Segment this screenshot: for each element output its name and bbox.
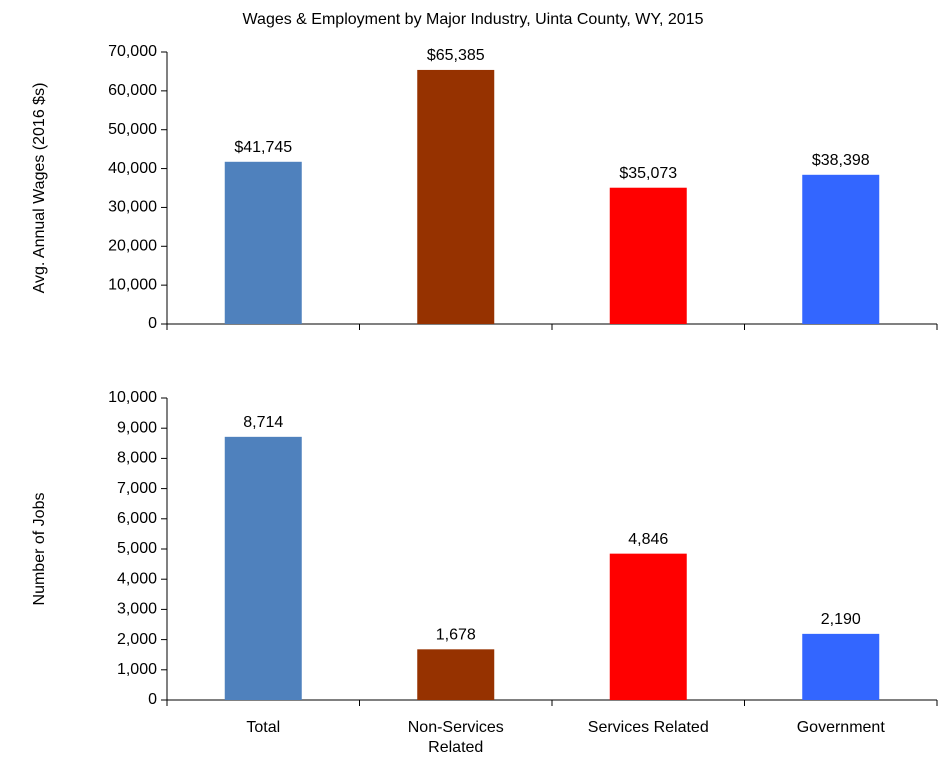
y-tick-label: 0 — [148, 315, 157, 332]
y-tick-label: 2,000 — [117, 631, 157, 648]
x-tick-label: Services Related — [587, 719, 709, 736]
bar — [417, 649, 495, 700]
y-tick-label: 3,000 — [117, 601, 157, 618]
data-label: 1,678 — [436, 627, 476, 644]
y-tick-label: 30,000 — [108, 199, 157, 216]
y-tick-label: 1,000 — [117, 661, 157, 678]
x-tick-label: Total — [246, 719, 281, 736]
y-tick-label: 0 — [148, 691, 157, 708]
data-label: $38,398 — [812, 152, 870, 169]
bar — [224, 161, 302, 324]
y-tick-label: 6,000 — [117, 510, 157, 527]
data-label: $65,385 — [427, 47, 485, 64]
bar — [609, 187, 687, 324]
data-label: 4,846 — [628, 531, 668, 548]
y-tick-label: 20,000 — [108, 238, 157, 255]
y-tick-label: 10,000 — [108, 389, 157, 406]
x-tick-label: Non-Services Related — [407, 719, 504, 756]
y-tick-label: 40,000 — [108, 160, 157, 177]
data-label: $41,745 — [234, 139, 292, 156]
x-tick-label: Government — [796, 719, 885, 736]
chart-title: Wages & Employment by Major Industry, Ui… — [243, 11, 704, 28]
data-label: 2,190 — [821, 611, 861, 628]
y-tick-label: 60,000 — [108, 82, 157, 99]
bar — [417, 69, 495, 324]
bar — [802, 174, 880, 324]
data-label: 8,714 — [243, 414, 283, 431]
y-tick-label: 50,000 — [108, 121, 157, 138]
bar — [802, 633, 880, 700]
y-tick-label: 4,000 — [117, 570, 157, 587]
y-tick-label: 10,000 — [108, 276, 157, 293]
y-tick-label: 5,000 — [117, 540, 157, 557]
bar — [224, 436, 302, 700]
bar — [609, 553, 687, 700]
y-axis-label: Number of Jobs — [31, 493, 48, 606]
y-tick-label: 70,000 — [108, 43, 157, 60]
y-axis-label: Avg. Annual Wages (2016 $s) — [31, 83, 48, 294]
y-tick-label: 7,000 — [117, 480, 157, 497]
y-tick-label: 9,000 — [117, 419, 157, 436]
data-label: $35,073 — [619, 165, 677, 182]
y-tick-label: 8,000 — [117, 450, 157, 467]
